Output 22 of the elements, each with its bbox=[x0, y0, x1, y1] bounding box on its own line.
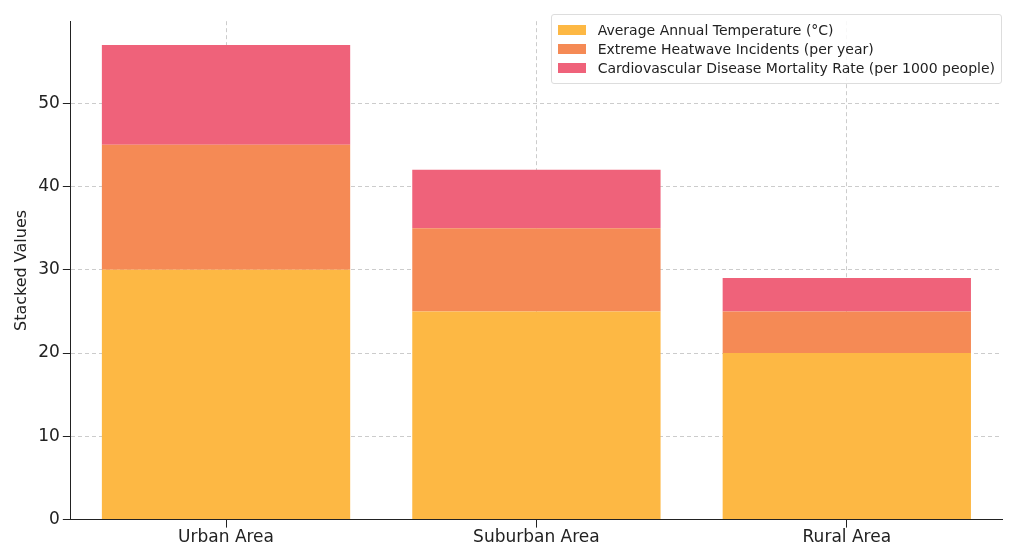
bar bbox=[722, 278, 971, 312]
y-tick-label: 40 bbox=[38, 174, 60, 195]
bar bbox=[101, 44, 351, 145]
y-tick-label: 50 bbox=[38, 91, 60, 112]
legend-label: Average Annual Temperature (°C) bbox=[597, 22, 834, 38]
legend-label: Cardiovascular Disease Mortality Rate (per 1000 people) bbox=[597, 60, 995, 76]
y-tick-label: 0 bbox=[49, 508, 60, 529]
bar bbox=[101, 144, 351, 270]
bar bbox=[412, 311, 661, 520]
bar bbox=[101, 269, 351, 520]
bar bbox=[722, 311, 971, 354]
x-tick-label: Suburban Area bbox=[473, 526, 600, 547]
y-tick-label: 20 bbox=[38, 341, 60, 362]
bar bbox=[412, 228, 661, 312]
legend-label: Extreme Heatwave Incidents (per year) bbox=[597, 41, 874, 57]
x-tick-label: Rural Area bbox=[802, 526, 892, 547]
y-axis-title: Stacked Values bbox=[10, 209, 30, 331]
x-tick-label: Urban Area bbox=[178, 526, 274, 547]
bar bbox=[412, 169, 661, 229]
bar bbox=[722, 353, 971, 520]
y-tick-label: 30 bbox=[38, 258, 60, 279]
y-tick-label: 10 bbox=[38, 424, 60, 445]
